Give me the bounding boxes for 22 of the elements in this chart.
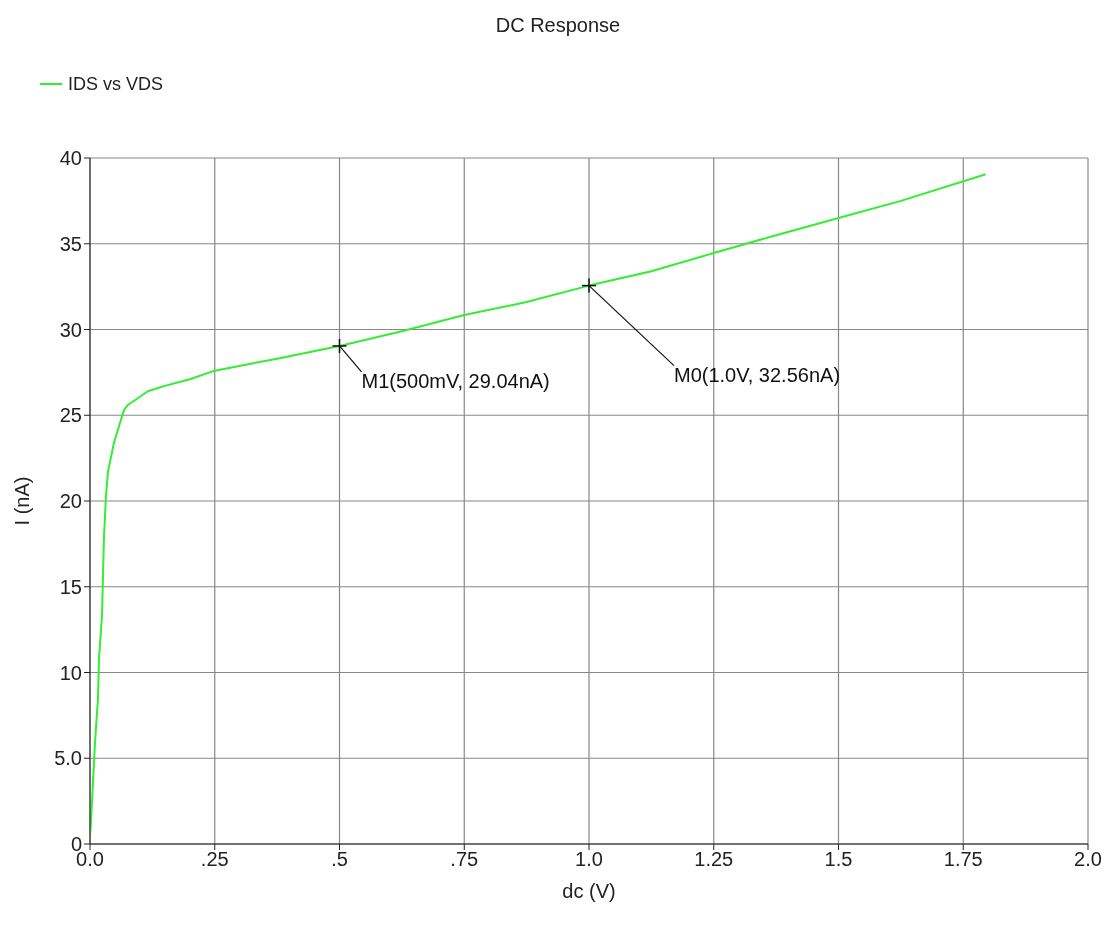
y-tick-label: 30 xyxy=(59,318,82,341)
x-tick-label: 2.0 xyxy=(1074,848,1102,871)
y-tick-label: 5.0 xyxy=(54,747,82,770)
x-tick-label: 1.75 xyxy=(943,848,983,871)
annotation: M0(1.0V, 32.56nA) xyxy=(674,363,841,386)
x-tick-label: .5 xyxy=(331,848,348,871)
x-tick-label: .25 xyxy=(200,848,229,871)
y-tick-label: 35 xyxy=(59,232,82,255)
y-tick-label: 15 xyxy=(59,575,82,598)
x-axis-title: dc (V) xyxy=(562,880,616,902)
y-tick-label: 25 xyxy=(59,404,82,427)
y-tick-label: 10 xyxy=(59,661,82,684)
x-tick-label: 1.5 xyxy=(824,848,853,871)
y-tick-label: 20 xyxy=(59,490,82,513)
x-tick-label: 1.25 xyxy=(694,848,734,871)
x-tick-label: .75 xyxy=(450,848,479,871)
y-tick-label: 40 xyxy=(59,147,82,170)
legend-label: IDS vs VDS xyxy=(68,73,164,95)
annotation: M1(500mV, 29.04nA) xyxy=(361,369,550,392)
chart-title: DC Response xyxy=(494,13,622,38)
x-tick-label: 1.0 xyxy=(575,848,603,871)
y-axis-title: I (nA) xyxy=(11,476,34,526)
